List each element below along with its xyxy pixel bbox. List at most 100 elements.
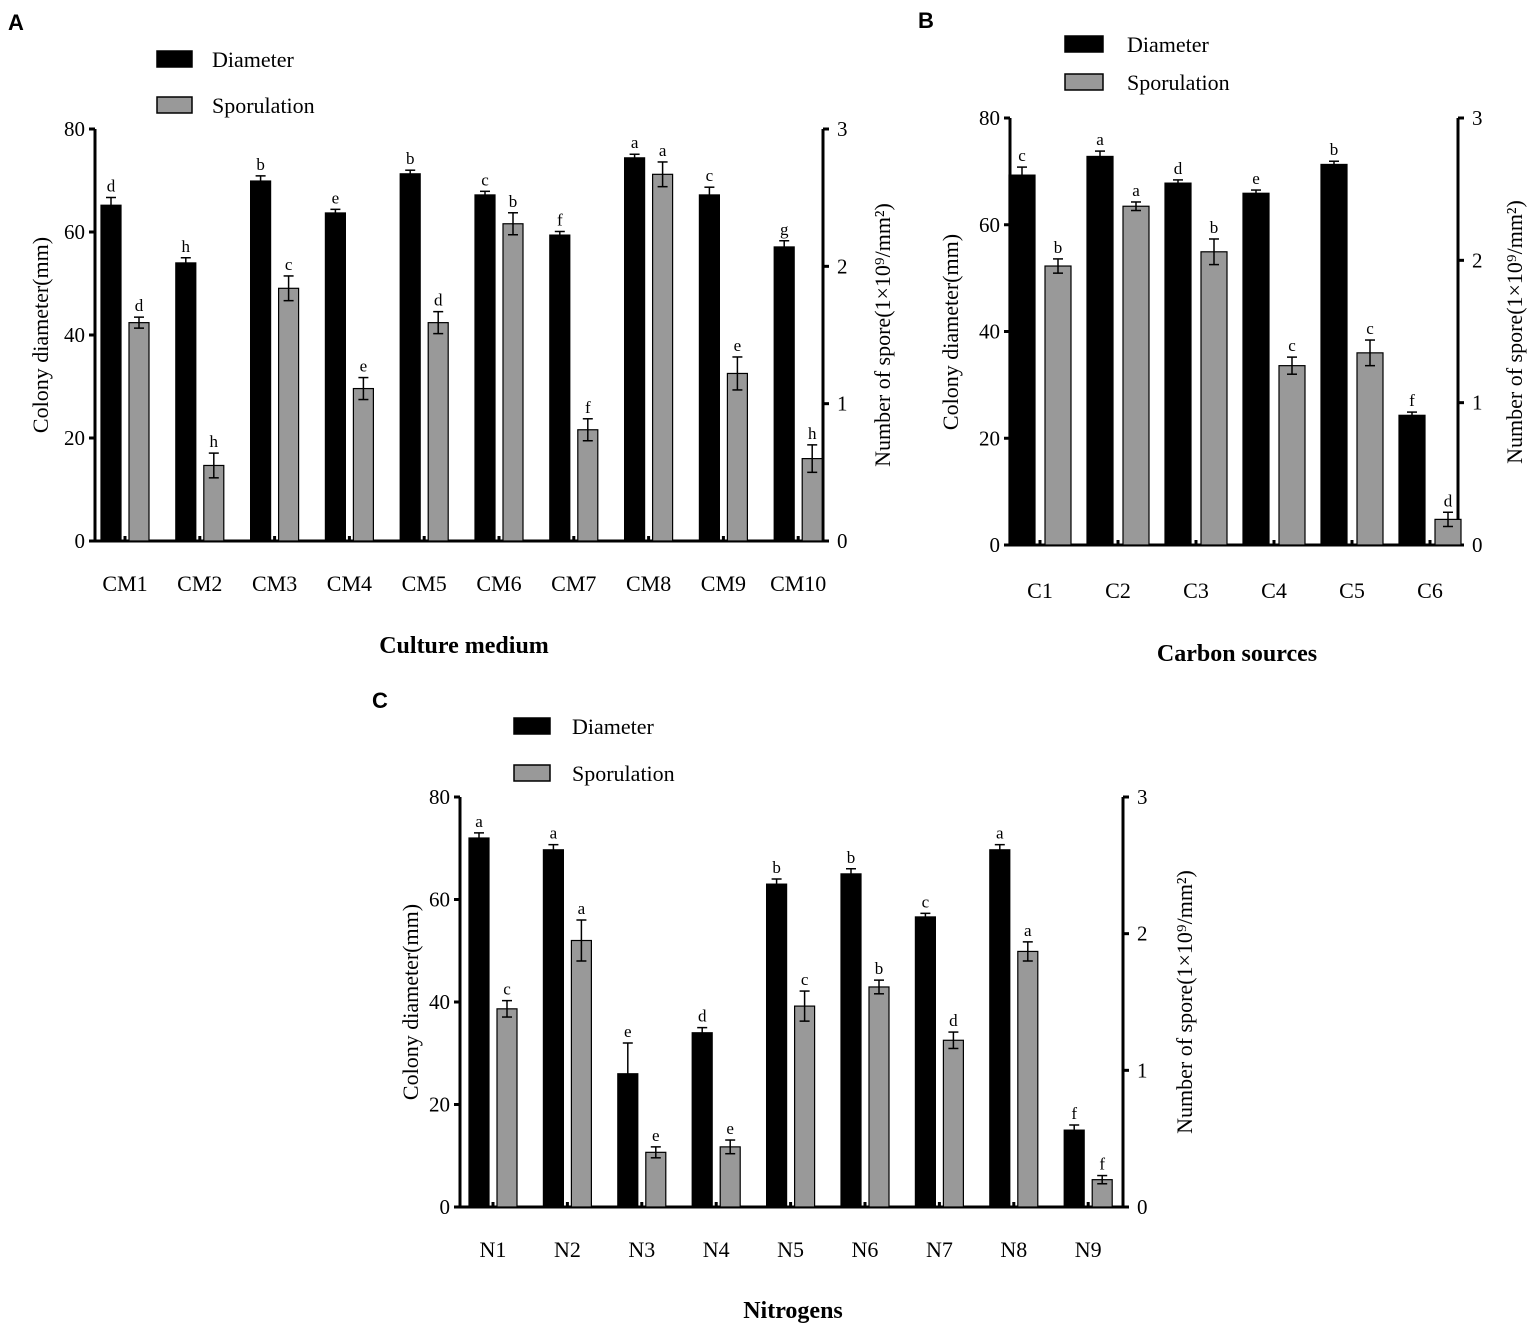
x-tick-label: C5 [1339, 578, 1365, 603]
bar-diameter [100, 204, 122, 542]
significance-letter: c [503, 980, 511, 999]
bar-diameter [1320, 163, 1348, 546]
x-tick-label: N9 [1075, 1237, 1102, 1262]
bar-sporulation [502, 223, 524, 542]
x-axis-title: Carbon sources [1157, 641, 1317, 667]
x-tick-label: N2 [554, 1237, 581, 1262]
y-tick-label-right: 0 [1137, 1195, 1148, 1219]
significance-letter: b [772, 858, 781, 877]
significance-letter: a [475, 812, 483, 831]
significance-letter: b [1210, 218, 1219, 237]
bar-diameter [1063, 1129, 1085, 1208]
y-axis-title-left: Colony diameter(mm) [28, 237, 53, 433]
y-tick-label-left: 60 [64, 220, 85, 244]
x-axis-title: Nitrogens [743, 1298, 843, 1324]
bar-diameter [1086, 155, 1114, 546]
y-tick-label-right: 2 [1472, 248, 1483, 272]
bar-sporulation [496, 1008, 518, 1208]
significance-letter: c [706, 166, 714, 185]
y-tick-label-right: 0 [1472, 533, 1483, 557]
bar-sporulation [1356, 352, 1384, 546]
y-axis-title-right: Number of spore(1×10⁹/mm²) [1172, 870, 1197, 1134]
bar-sporulation [651, 173, 674, 542]
bar-diameter [175, 262, 197, 542]
bar-sporulation [427, 322, 449, 542]
significance-letter: a [550, 824, 558, 843]
significance-letter: b [1054, 238, 1063, 257]
y-axis-title-left: Colony diameter(mm) [938, 234, 963, 430]
bar-sporulation [719, 1146, 741, 1208]
x-tick-label: CM1 [102, 571, 147, 596]
legend-label: Diameter [212, 47, 295, 72]
y-tick-label-right: 0 [837, 529, 848, 553]
significance-letter: h [808, 424, 817, 443]
y-tick-label-left: 20 [64, 426, 85, 450]
y-tick-label-left: 40 [64, 323, 85, 347]
x-tick-label: CM3 [252, 571, 297, 596]
y-tick-label-right: 1 [837, 392, 848, 416]
x-tick-label: N3 [628, 1237, 655, 1262]
x-tick-label: C4 [1261, 578, 1287, 603]
bar-diameter [474, 194, 496, 542]
bar-diameter [773, 246, 795, 542]
significance-letter: a [659, 141, 667, 160]
legend-swatch-sporulation [156, 96, 193, 114]
legend-label: Diameter [1127, 32, 1210, 57]
bar-diameter [250, 180, 272, 542]
significance-letter: f [557, 210, 563, 229]
bar-sporulation [1044, 265, 1072, 546]
significance-letter: g [780, 220, 789, 239]
significance-letter: d [1174, 159, 1183, 178]
significance-letter: a [631, 133, 639, 152]
bar-diameter [765, 883, 788, 1208]
x-tick-label: CM10 [770, 571, 826, 596]
bar-sporulation [352, 387, 374, 542]
significance-letter: c [1288, 336, 1296, 355]
significance-letter: d [949, 1011, 958, 1030]
y-tick-label-left: 20 [979, 426, 1000, 450]
y-axis-title-right: Number of spore(1×10⁹/mm²) [870, 203, 895, 467]
significance-letter: d [107, 176, 116, 195]
x-tick-label: N1 [480, 1237, 507, 1262]
bar-sporulation [1200, 251, 1228, 546]
x-tick-label: CM9 [701, 571, 746, 596]
panel-letter: C [372, 688, 388, 713]
y-tick-label-left: 0 [990, 533, 1001, 557]
x-tick-label: CM4 [327, 571, 372, 596]
y-tick-label-left: 0 [440, 1195, 451, 1219]
significance-letter: f [585, 398, 591, 417]
significance-letter: d [135, 296, 144, 315]
bar-diameter [914, 916, 937, 1208]
x-tick-label: N4 [703, 1237, 730, 1262]
y-tick-label-right: 3 [837, 117, 848, 141]
bar-sporulation [726, 372, 749, 542]
bar-diameter [399, 173, 421, 542]
x-tick-label: CM8 [626, 571, 671, 596]
significance-letter: b [509, 192, 518, 211]
legend-swatch-diameter [1064, 35, 1104, 53]
legend-swatch-diameter [156, 50, 193, 68]
y-tick-label-left: 60 [429, 888, 450, 912]
bar-sporulation [645, 1151, 667, 1208]
y-tick-label-right: 3 [1472, 106, 1483, 130]
y-axis-title-left: Colony diameter(mm) [398, 904, 423, 1100]
panel-letter: A [8, 10, 24, 35]
significance-letter: a [578, 899, 586, 918]
significance-letter: e [726, 1119, 734, 1138]
x-tick-label: C2 [1105, 578, 1131, 603]
significance-letter: d [434, 291, 443, 310]
significance-letter: b [1330, 140, 1339, 159]
legend-label: Sporulation [1127, 70, 1230, 95]
legend-label: Sporulation [572, 761, 675, 786]
panel-letter: B [918, 8, 934, 33]
y-tick-label-left: 40 [429, 990, 450, 1014]
bar-diameter [468, 837, 490, 1208]
significance-letter: d [698, 1007, 707, 1026]
bar-diameter [1242, 192, 1270, 546]
bar-sporulation [278, 287, 300, 542]
x-tick-label: CM7 [551, 571, 596, 596]
significance-letter: a [1096, 130, 1104, 149]
significance-letter: h [210, 432, 219, 451]
significance-letter: a [996, 824, 1004, 843]
bar-sporulation [942, 1039, 965, 1208]
